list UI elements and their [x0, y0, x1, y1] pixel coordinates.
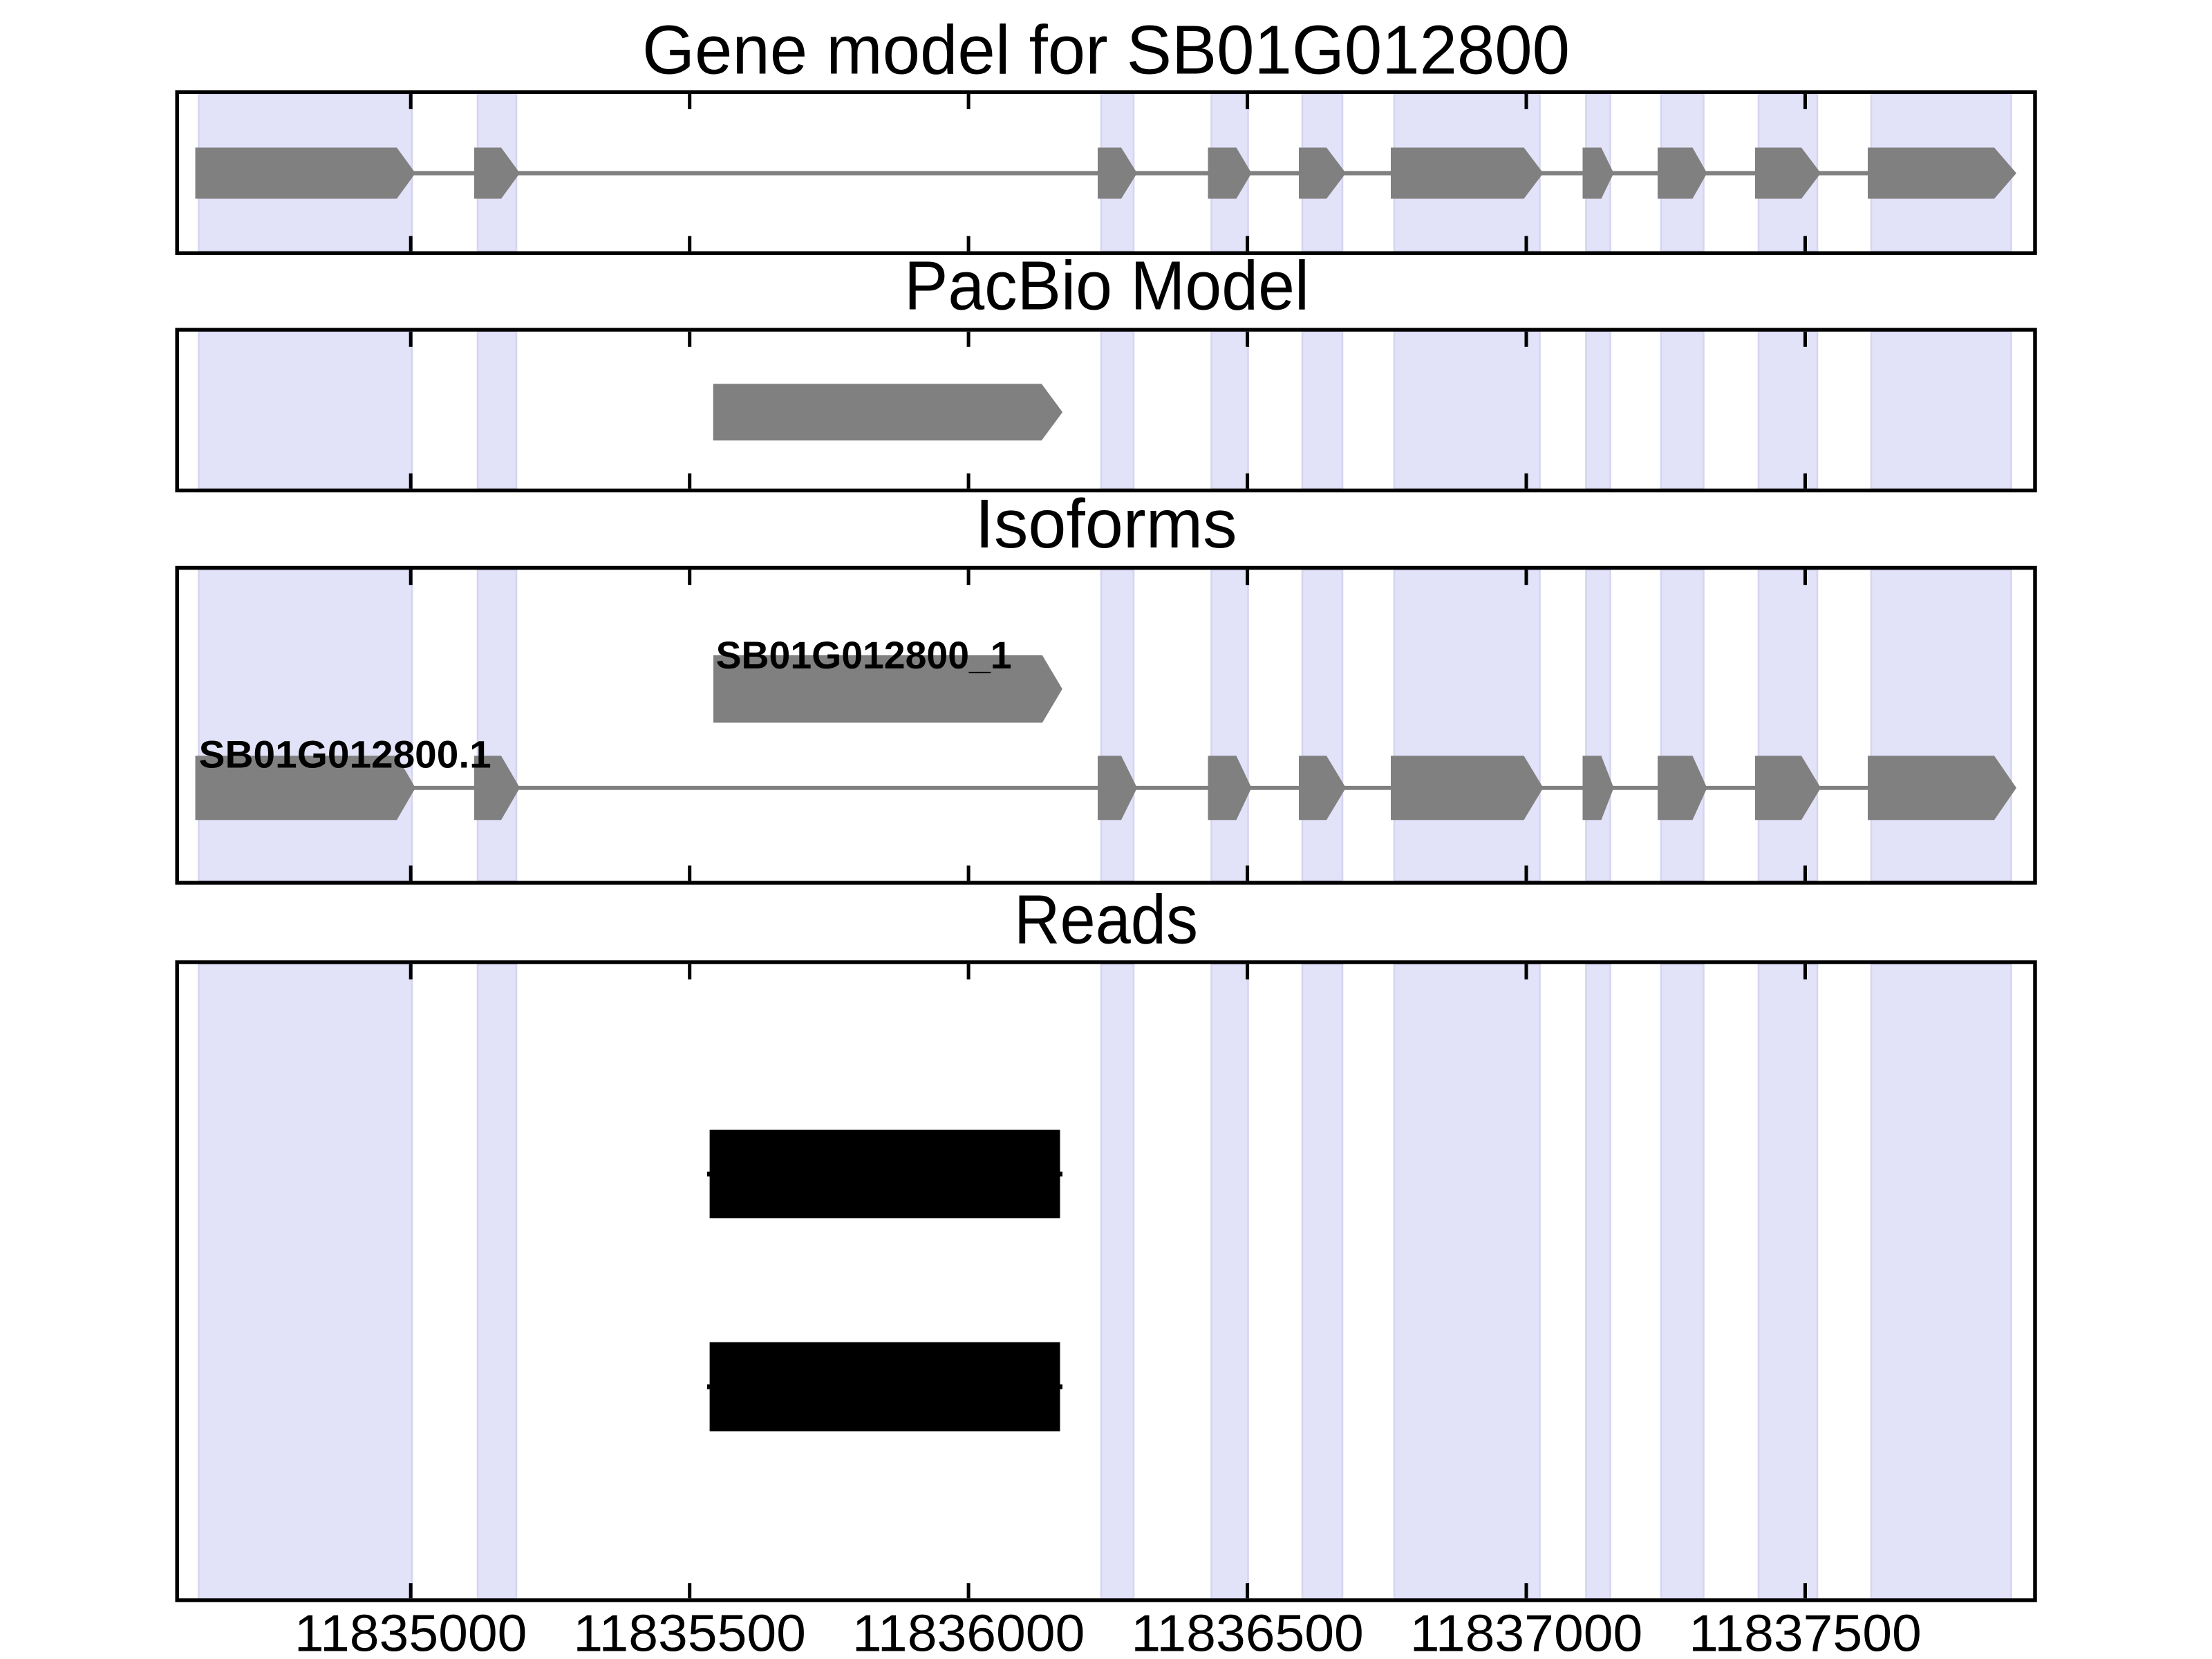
- svg-text:11837000: 11837000: [1410, 1604, 1643, 1659]
- svg-text:11836000: 11836000: [852, 1604, 1085, 1659]
- svg-text:SB01G012800_1: SB01G012800_1: [716, 633, 1012, 677]
- svg-text:11837500: 11837500: [1689, 1604, 1922, 1659]
- svg-text:11836500: 11836500: [1131, 1604, 1364, 1659]
- svg-text:PacBio Model: PacBio Model: [904, 247, 1309, 325]
- svg-text:11835000: 11835000: [294, 1604, 527, 1659]
- svg-text:Reads: Reads: [1014, 881, 1198, 959]
- svg-text:Isoforms: Isoforms: [975, 485, 1237, 563]
- svg-text:SB01G012800.1: SB01G012800.1: [199, 732, 491, 776]
- svg-text:Gene model for SB01G012800: Gene model for SB01G012800: [642, 12, 1570, 89]
- svg-text:11835500: 11835500: [573, 1604, 806, 1659]
